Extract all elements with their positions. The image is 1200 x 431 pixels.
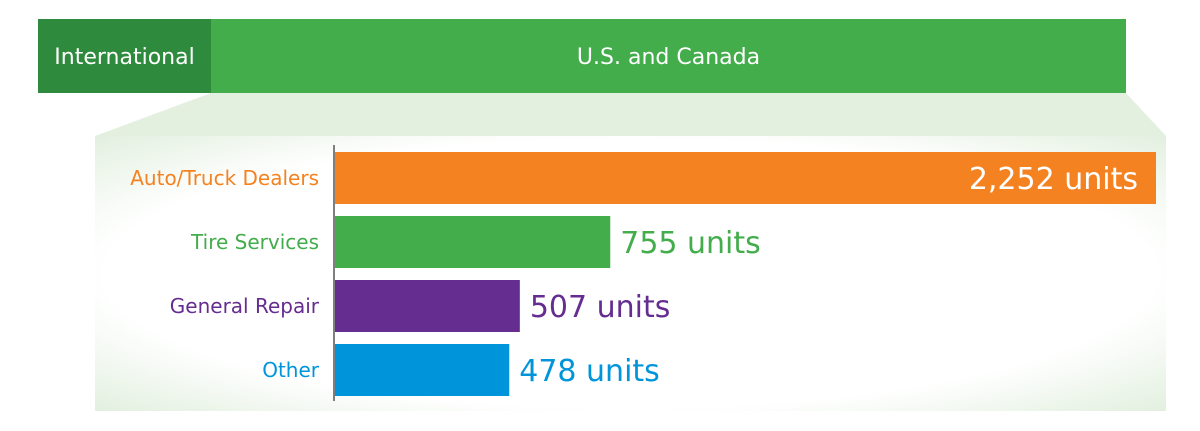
zoom-connector [95, 93, 1166, 136]
segment-international-label: International [54, 45, 194, 70]
segment-international [38, 19, 211, 93]
segment-us-canada-label: U.S. and Canada [577, 45, 760, 70]
category-label-0: Auto/Truck Dealers [130, 166, 319, 190]
value-label-2: 507 units [530, 290, 671, 325]
category-label-3: Other [262, 358, 320, 382]
bars-group: Auto/Truck Dealers 2,252 units Tire Servic… [130, 152, 1156, 396]
value-label-3: 478 units [519, 354, 660, 389]
category-label-1: Tire Services [190, 230, 319, 254]
bar-2 [335, 280, 520, 332]
bar-1 [335, 216, 611, 268]
bar-0 [335, 152, 1156, 204]
segment-us-canada [211, 19, 1126, 93]
value-label-0: 2,252 units [969, 162, 1138, 197]
bar-3 [335, 344, 510, 396]
category-label-2: General Repair [170, 294, 320, 318]
value-label-1: 755 units [620, 226, 761, 261]
